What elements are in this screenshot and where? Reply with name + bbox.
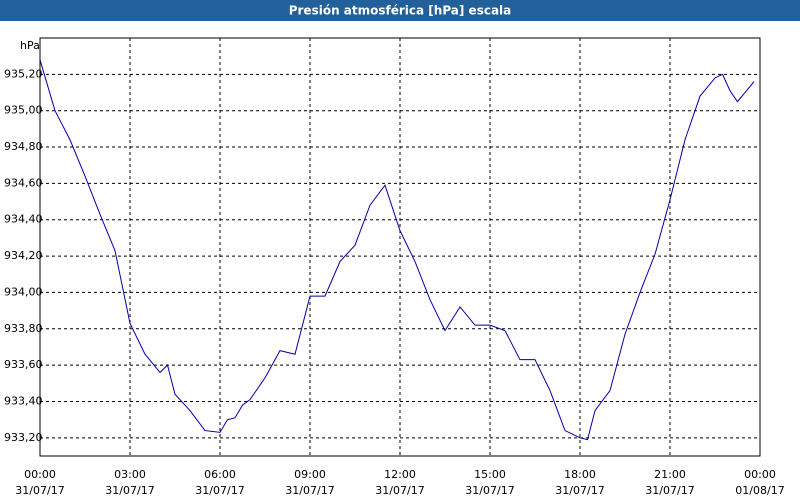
x-tick-date: 31/07/17 bbox=[645, 484, 694, 497]
y-tick-label: 934,80 bbox=[4, 140, 43, 153]
x-tick-label: 15:00 bbox=[474, 468, 506, 481]
y-tick-label: 934,00 bbox=[4, 285, 43, 298]
y-tick-label: 934,20 bbox=[4, 249, 43, 262]
x-tick-date: 01/08/17 bbox=[735, 484, 784, 497]
x-tick-date: 31/07/17 bbox=[285, 484, 334, 497]
x-tick-label: 09:00 bbox=[294, 468, 326, 481]
x-tick-date: 31/07/17 bbox=[195, 484, 244, 497]
x-tick-date: 31/07/17 bbox=[105, 484, 154, 497]
chart-title: Presión atmosférica [hPa] escala bbox=[289, 4, 512, 18]
y-tick-label: 934,60 bbox=[4, 176, 43, 189]
title-bar bbox=[0, 0, 800, 21]
x-tick-label: 00:00 bbox=[24, 468, 56, 481]
y-tick-label: 935,20 bbox=[4, 67, 43, 80]
x-tick-date: 31/07/17 bbox=[465, 484, 514, 497]
y-tick-label: 934,40 bbox=[4, 213, 43, 226]
x-tick-label: 21:00 bbox=[654, 468, 686, 481]
x-tick-date: 31/07/17 bbox=[555, 484, 604, 497]
x-tick-date: 31/07/17 bbox=[375, 484, 424, 497]
y-axis-label: hPa bbox=[20, 39, 40, 52]
plot-border bbox=[39, 37, 761, 457]
y-tick-label: 933,40 bbox=[4, 394, 43, 407]
x-tick-label: 12:00 bbox=[384, 468, 416, 481]
x-tick-label: 03:00 bbox=[114, 468, 146, 481]
data-line bbox=[39, 59, 755, 441]
x-tick-date: 31/07/17 bbox=[15, 484, 64, 497]
y-tick-label: 933,80 bbox=[4, 322, 43, 335]
y-tick-label: 933,60 bbox=[4, 358, 43, 371]
x-tick-label: 00:00 bbox=[744, 468, 776, 481]
y-tick-label: 935,00 bbox=[4, 104, 43, 117]
y-tick-label: 933,20 bbox=[4, 431, 43, 444]
x-tick-label: 06:00 bbox=[204, 468, 236, 481]
x-tick-label: 18:00 bbox=[564, 468, 596, 481]
